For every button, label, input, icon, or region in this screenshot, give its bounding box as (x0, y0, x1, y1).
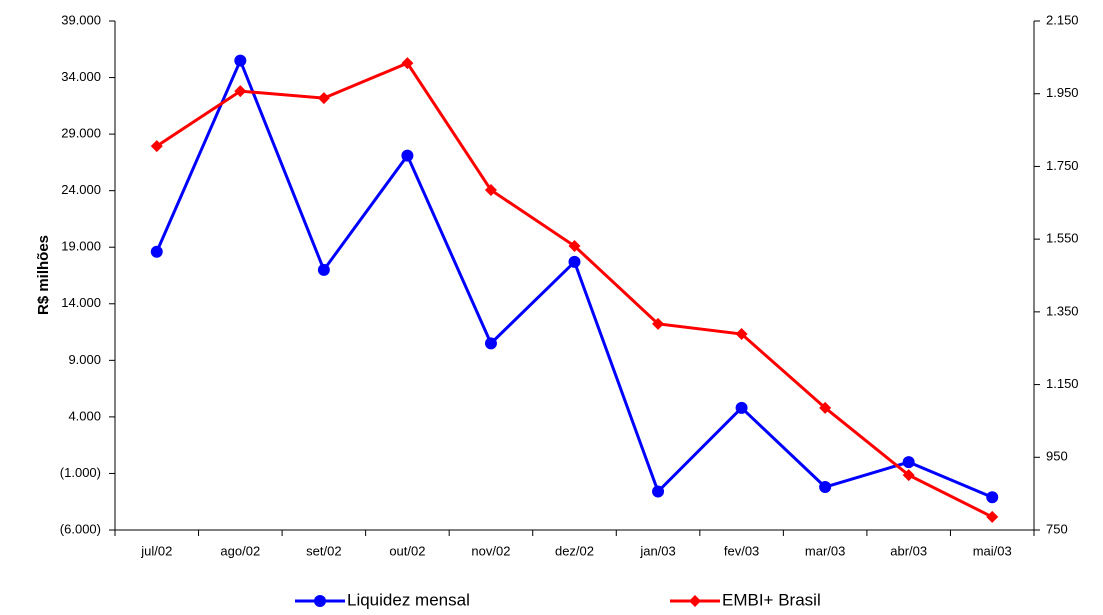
y2-tick-label: 1.150 (1046, 376, 1079, 391)
y-tick-label: 9.000 (68, 352, 101, 367)
y2-tick-label: 1.350 (1046, 303, 1079, 318)
y2-tick-label: 750 (1046, 521, 1068, 536)
y2-tick-label: 2.150 (1046, 12, 1079, 27)
x-tick-label: abr/03 (890, 543, 927, 558)
legend-label: Liquidez mensal (347, 590, 470, 609)
legend-label: EMBI+ Brasil (722, 590, 821, 609)
point (234, 85, 247, 98)
y-tick-label: 4.000 (68, 408, 101, 423)
point (986, 510, 999, 523)
point (150, 245, 163, 258)
point (317, 92, 330, 105)
y2-tick-label: 1.750 (1046, 158, 1079, 173)
x-tick-label: out/02 (389, 543, 425, 558)
x-tick-label: mar/03 (805, 543, 845, 558)
y-tick-label: 29.000 (61, 126, 101, 141)
y2-tick-label: 950 (1046, 449, 1068, 464)
y-axis-title: R$ milhões (35, 235, 52, 315)
point (652, 485, 665, 498)
point (902, 456, 915, 469)
y-tick-label: 34.000 (61, 69, 101, 84)
x-tick-label: nov/02 (471, 543, 510, 558)
y-tick-label: 14.000 (61, 295, 101, 310)
series-line (155, 56, 993, 499)
y2-tick-label: 1.550 (1046, 231, 1079, 246)
x-tick-label: set/02 (306, 543, 341, 558)
y-tick-label: 39.000 (61, 12, 101, 27)
point (568, 240, 581, 253)
point (401, 57, 414, 70)
legend-marker (314, 595, 326, 607)
point (150, 140, 163, 153)
point (819, 401, 832, 414)
y-tick-label: (6.000) (60, 521, 101, 536)
point (401, 149, 414, 162)
point (317, 263, 330, 276)
point (902, 469, 915, 482)
point (652, 317, 665, 330)
x-tick-label: fev/03 (724, 543, 759, 558)
x-tick-label: mai/03 (973, 543, 1012, 558)
point (986, 491, 999, 504)
x-tick-label: jan/03 (639, 543, 675, 558)
point (735, 328, 748, 341)
y2-tick-label: 1.950 (1046, 85, 1079, 100)
x-tick-label: ago/02 (220, 543, 260, 558)
x-tick-label: dez/02 (555, 543, 594, 558)
point (484, 184, 497, 197)
legend-marker (689, 595, 701, 607)
series-line (155, 61, 993, 519)
point (735, 401, 748, 414)
y-tick-label: (1.000) (60, 465, 101, 480)
y-tick-label: 24.000 (61, 182, 101, 197)
point (234, 54, 247, 67)
point (568, 255, 581, 268)
point (819, 481, 832, 494)
y-tick-label: 19.000 (61, 239, 101, 254)
point (484, 337, 497, 350)
x-tick-label: jul/02 (140, 543, 172, 558)
